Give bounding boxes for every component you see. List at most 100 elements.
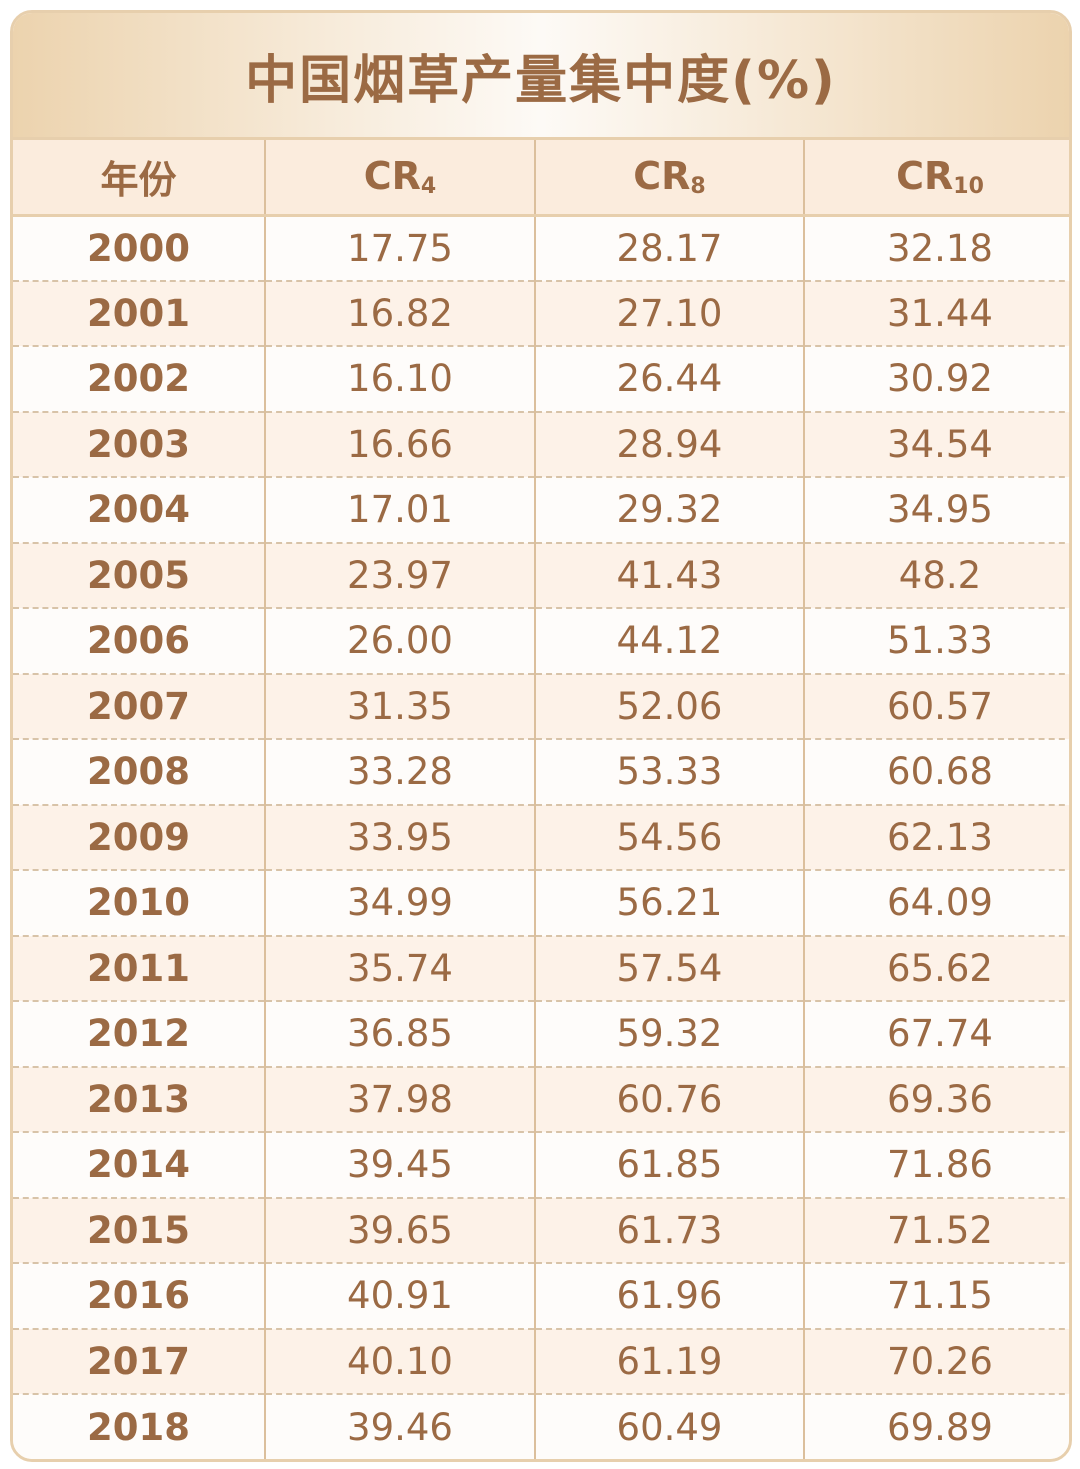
table-body: 2000 17.75 28.17 32.18 2001 16.82 27.10 31.44 20… xyxy=(13,215,1069,1459)
cr10-cell: 30.92 xyxy=(803,346,1069,413)
header-cr10-sub: 10 xyxy=(953,174,984,200)
cr8-cell: 60.76 xyxy=(534,1066,804,1133)
table-row: 2002 16.10 26.44 30.92 xyxy=(13,346,1069,413)
cr10-cell: 62.13 xyxy=(803,804,1069,871)
cr8-cell: 57.54 xyxy=(534,935,804,1002)
cr10-cell: 34.95 xyxy=(803,477,1069,544)
cr10-cell: 71.15 xyxy=(803,1263,1069,1330)
cr4-cell: 33.95 xyxy=(264,804,535,871)
table-row: 2004 17.01 29.32 34.95 xyxy=(13,477,1069,544)
table-title: 中国烟草产量集中度(%) xyxy=(245,50,837,111)
cr10-cell: 65.62 xyxy=(803,935,1069,1002)
year-cell: 2005 xyxy=(13,542,265,609)
header-row: 年份 CR4 CR8 CR10 xyxy=(13,140,1069,217)
cr10-cell: 67.74 xyxy=(803,1001,1069,1068)
cr4-cell: 39.45 xyxy=(264,1132,535,1199)
table-row: 2005 23.97 41.43 48.2 xyxy=(13,542,1069,609)
table-row: 2012 36.85 59.32 67.74 xyxy=(13,1001,1069,1068)
cr10-cell: 32.18 xyxy=(803,215,1069,282)
cr8-cell: 41.43 xyxy=(534,542,804,609)
cr8-cell: 61.19 xyxy=(534,1328,804,1395)
year-cell: 2009 xyxy=(13,804,265,871)
year-cell: 2011 xyxy=(13,935,265,1002)
year-cell: 2015 xyxy=(13,1197,265,1264)
table-row: 2016 40.91 61.96 71.15 xyxy=(13,1263,1069,1330)
year-cell: 2006 xyxy=(13,608,265,675)
cr10-cell: 34.54 xyxy=(803,411,1069,478)
year-cell: 2014 xyxy=(13,1132,265,1199)
year-cell: 2013 xyxy=(13,1066,265,1133)
cr4-cell: 17.01 xyxy=(264,477,535,544)
cr8-cell: 29.32 xyxy=(534,477,804,544)
cr8-cell: 59.32 xyxy=(534,1001,804,1068)
header-year-label: 年份 xyxy=(100,158,177,203)
table-row: 2003 16.66 28.94 34.54 xyxy=(13,411,1069,478)
cr4-cell: 26.00 xyxy=(264,608,535,675)
cr10-cell: 71.52 xyxy=(803,1197,1069,1264)
year-cell: 2018 xyxy=(87,1405,190,1449)
cr4-cell: 40.10 xyxy=(264,1328,535,1395)
cr8-cell: 28.17 xyxy=(534,215,804,282)
table-row: 2017 40.10 61.19 70.26 xyxy=(13,1328,1069,1395)
table-row: 2015 39.65 61.73 71.52 xyxy=(13,1197,1069,1264)
table-row: 2009 33.95 54.56 62.13 xyxy=(13,804,1069,871)
cr4-cell: 40.91 xyxy=(264,1263,535,1330)
cr10-cell: 60.68 xyxy=(803,739,1069,806)
data-table: 年份 CR4 CR8 CR10 2000 17.75 28.17 32.18 2001 1… xyxy=(13,140,1069,1459)
year-cell: 2003 xyxy=(13,411,265,478)
cr8-cell: 61.85 xyxy=(534,1132,804,1199)
cr4-cell: 34.99 xyxy=(264,870,535,937)
cr10-cell: 31.44 xyxy=(803,280,1069,347)
year-cell: 2010 xyxy=(13,870,265,937)
cr10-cell: 48.2 xyxy=(803,542,1069,609)
cr4-cell: 37.98 xyxy=(264,1066,535,1133)
cr4-cell: 39.65 xyxy=(264,1197,535,1264)
cr4-cell: 36.85 xyxy=(264,1001,535,1068)
header-cr8-sub: 8 xyxy=(690,174,706,200)
cr4-cell: 23.97 xyxy=(264,542,535,609)
header-year: 年份 xyxy=(13,140,265,217)
table-card: 中国烟草产量集中度(%) 年份 CR4 CR8 CR10 2000 17.75 28… xyxy=(10,10,1072,1462)
year-cell: 2002 xyxy=(13,346,265,413)
cr10-cell: 51.33 xyxy=(803,608,1069,675)
table-row: 2007 31.35 52.06 60.57 xyxy=(13,673,1069,740)
year-cell: 2008 xyxy=(13,739,265,806)
year-cell: 2016 xyxy=(13,1263,265,1330)
cr4-cell: 33.28 xyxy=(264,739,535,806)
cr4-cell: 39.46 xyxy=(264,1394,535,1459)
title-bar: 中国烟草产量集中度(%) xyxy=(13,13,1069,140)
table-row: 2000 17.75 28.17 32.18 xyxy=(13,215,1069,282)
cr10-cell: 70.26 xyxy=(803,1328,1069,1395)
table-row: 2013 37.98 60.76 69.36 xyxy=(13,1066,1069,1133)
cr4-cell: 35.74 xyxy=(264,935,535,1002)
cr10-cell: 60.57 xyxy=(803,673,1069,740)
table-row: 2018 39.46 60.49 69.89 xyxy=(13,1394,1069,1459)
year-cell: 2001 xyxy=(13,280,265,347)
cr8-cell: 60.49 xyxy=(534,1394,804,1459)
cr4-cell: 16.66 xyxy=(264,411,535,478)
cr4-cell: 17.75 xyxy=(264,215,535,282)
cr4-cell: 31.35 xyxy=(264,673,535,740)
header-cr8-main: CR xyxy=(633,154,691,199)
cr8-cell: 56.21 xyxy=(534,870,804,937)
table-row: 2011 35.74 57.54 65.62 xyxy=(13,935,1069,1002)
table-row: 2006 26.00 44.12 51.33 xyxy=(13,608,1069,675)
cr8-cell: 26.44 xyxy=(534,346,804,413)
cr8-cell: 44.12 xyxy=(534,608,804,675)
cr8-cell: 53.33 xyxy=(534,739,804,806)
cr10-cell: 64.09 xyxy=(803,870,1069,937)
cr8-cell: 52.06 xyxy=(534,673,804,740)
cr10-cell: 69.89 xyxy=(803,1394,1069,1459)
year-cell: 2007 xyxy=(13,673,265,740)
header-cr4-main: CR xyxy=(363,154,421,199)
cr10-cell: 71.86 xyxy=(803,1132,1069,1199)
table-row: 2010 34.99 56.21 64.09 xyxy=(13,870,1069,937)
cr8-cell: 27.10 xyxy=(534,280,804,347)
header-cr10: CR10 xyxy=(803,140,1069,217)
header-cr4-sub: 4 xyxy=(420,174,437,200)
cr8-cell: 28.94 xyxy=(534,411,804,478)
table-row: 2014 39.45 61.85 71.86 xyxy=(13,1132,1069,1199)
cr8-cell: 61.73 xyxy=(534,1197,804,1264)
year-cell: 2017 xyxy=(13,1328,265,1395)
cr8-cell: 61.96 xyxy=(534,1263,804,1330)
